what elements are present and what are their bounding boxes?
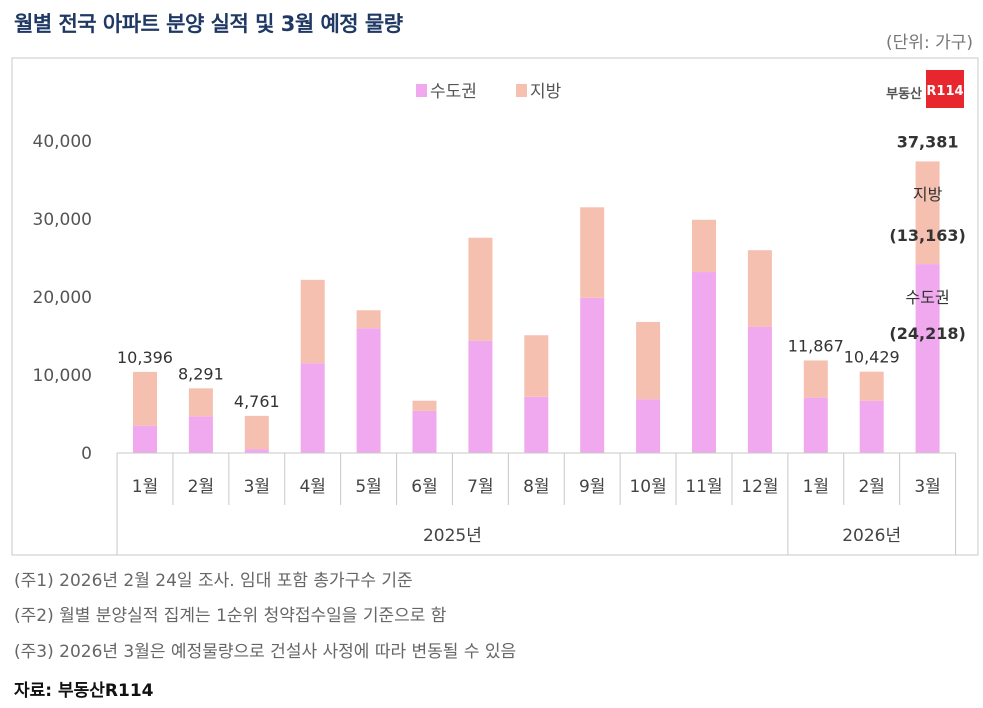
bar-regional	[356, 310, 381, 329]
x-tick-label: 3월	[914, 477, 940, 497]
bar-regional	[803, 360, 828, 398]
bar-metro	[133, 425, 157, 453]
bar-regional	[524, 335, 549, 397]
y-tick-label: 30,000	[33, 210, 92, 230]
bar-metro	[524, 396, 549, 453]
bar-metro	[580, 297, 605, 453]
x-tick-label: 1월	[132, 477, 158, 497]
x-group-label: 2026년	[842, 526, 901, 546]
bar-metro	[188, 416, 213, 453]
source: 자료: 부동산R114	[14, 681, 154, 701]
bar-regional	[636, 321, 661, 400]
bar-regional	[580, 207, 605, 298]
y-tick-label: 20,000	[33, 288, 92, 308]
annotation-metro-label: 수도권	[906, 288, 950, 307]
x-tick-label: 7월	[467, 477, 493, 497]
total-label: 10,396	[117, 348, 173, 367]
unit-label: (단위: 가구)	[886, 33, 973, 53]
bar-regional	[859, 371, 884, 401]
bar-metro	[803, 397, 828, 453]
note-2: (주2) 월별 분양실적 집계는 1순위 청약접수일을 기준으로 함	[14, 606, 447, 626]
legend-label-metro: 수도권	[430, 82, 477, 102]
note-3: (주3) 2026년 3월은 예정물량으로 건설사 사정에 따라 변동될 수 있…	[14, 642, 517, 662]
bar-metro	[859, 400, 884, 453]
logo-text: 부동산	[886, 86, 922, 102]
y-tick-label: 10,000	[33, 366, 92, 386]
bar-metro	[636, 399, 661, 453]
bar-regional	[300, 279, 325, 364]
total-label: 37,381	[897, 132, 959, 151]
x-tick-label: 1월	[803, 477, 829, 497]
bar-regional	[915, 161, 940, 265]
x-tick-label: 4월	[299, 477, 325, 497]
annotation-regional-value: (13,163)	[889, 226, 965, 245]
bar-metro	[692, 272, 716, 453]
y-tick-label: 0	[81, 444, 92, 464]
logo-badge-text: R114	[926, 84, 963, 99]
bar-regional	[692, 219, 716, 273]
bar-regional	[133, 371, 157, 426]
legend-swatch-regional	[516, 84, 527, 97]
total-label: 11,867	[788, 336, 844, 355]
x-tick-label: 2월	[188, 477, 214, 497]
x-tick-label: 5월	[355, 477, 381, 497]
x-tick-label: 9월	[579, 477, 605, 497]
total-label: 10,429	[844, 348, 900, 367]
bar-metro	[747, 326, 772, 453]
x-tick-label: 10월	[629, 477, 666, 497]
x-group-label: 2025년	[423, 526, 482, 546]
annotation-regional-label: 지방	[913, 185, 943, 204]
x-tick-label: 11월	[685, 477, 722, 497]
total-label: 4,761	[234, 392, 280, 411]
bar-regional	[244, 415, 269, 450]
bar-metro	[356, 328, 381, 453]
bar-regional	[412, 400, 437, 411]
legend-swatch-metro	[416, 84, 427, 97]
x-tick-label: 6월	[411, 477, 437, 497]
annotation-metro-value: (24,218)	[889, 324, 965, 343]
bar-regional	[188, 388, 213, 417]
chart-title: 월별 전국 아파트 분양 실적 및 3월 예정 물량	[14, 12, 403, 36]
x-tick-label: 3월	[244, 477, 270, 497]
bar-metro	[244, 449, 269, 453]
x-tick-label: 8월	[523, 477, 549, 497]
logo-badge	[926, 70, 964, 108]
legend: 수도권 지방	[416, 82, 562, 102]
y-tick-label: 40,000	[33, 132, 92, 152]
bar-regional	[747, 250, 772, 327]
x-tick-label: 12월	[741, 477, 778, 497]
x-tick-label: 2월	[858, 477, 884, 497]
bar-metro	[412, 410, 437, 453]
bar-regional	[468, 237, 493, 341]
bar-metro	[915, 264, 940, 453]
total-label: 8,291	[178, 364, 224, 383]
legend-label-regional: 지방	[530, 82, 562, 102]
bar-metro	[468, 340, 493, 453]
logo: 부동산 R114	[886, 70, 964, 108]
bar-metro	[300, 363, 325, 453]
note-1: (주1) 2026년 2월 24일 조사. 임대 포함 총가구수 기준	[14, 571, 413, 591]
